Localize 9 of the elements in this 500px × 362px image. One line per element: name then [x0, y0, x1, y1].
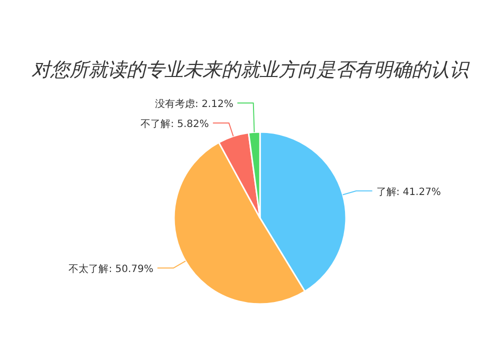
data-label: : 41.27% — [396, 186, 441, 198]
data-label: : 5.82% — [170, 118, 209, 130]
slice-label: 不太了解 — [68, 263, 109, 276]
chart-title: 对您所就读的专业未来的就业方向是否有明确的认识 — [32, 59, 470, 81]
slice-label: 没有考虑 — [155, 98, 196, 110]
data-label: : 2.12% — [195, 98, 234, 110]
data-label: : 50.79% — [108, 264, 154, 276]
slice-label: 不了解 — [140, 118, 171, 130]
slice-label: 了解 — [376, 186, 396, 198]
